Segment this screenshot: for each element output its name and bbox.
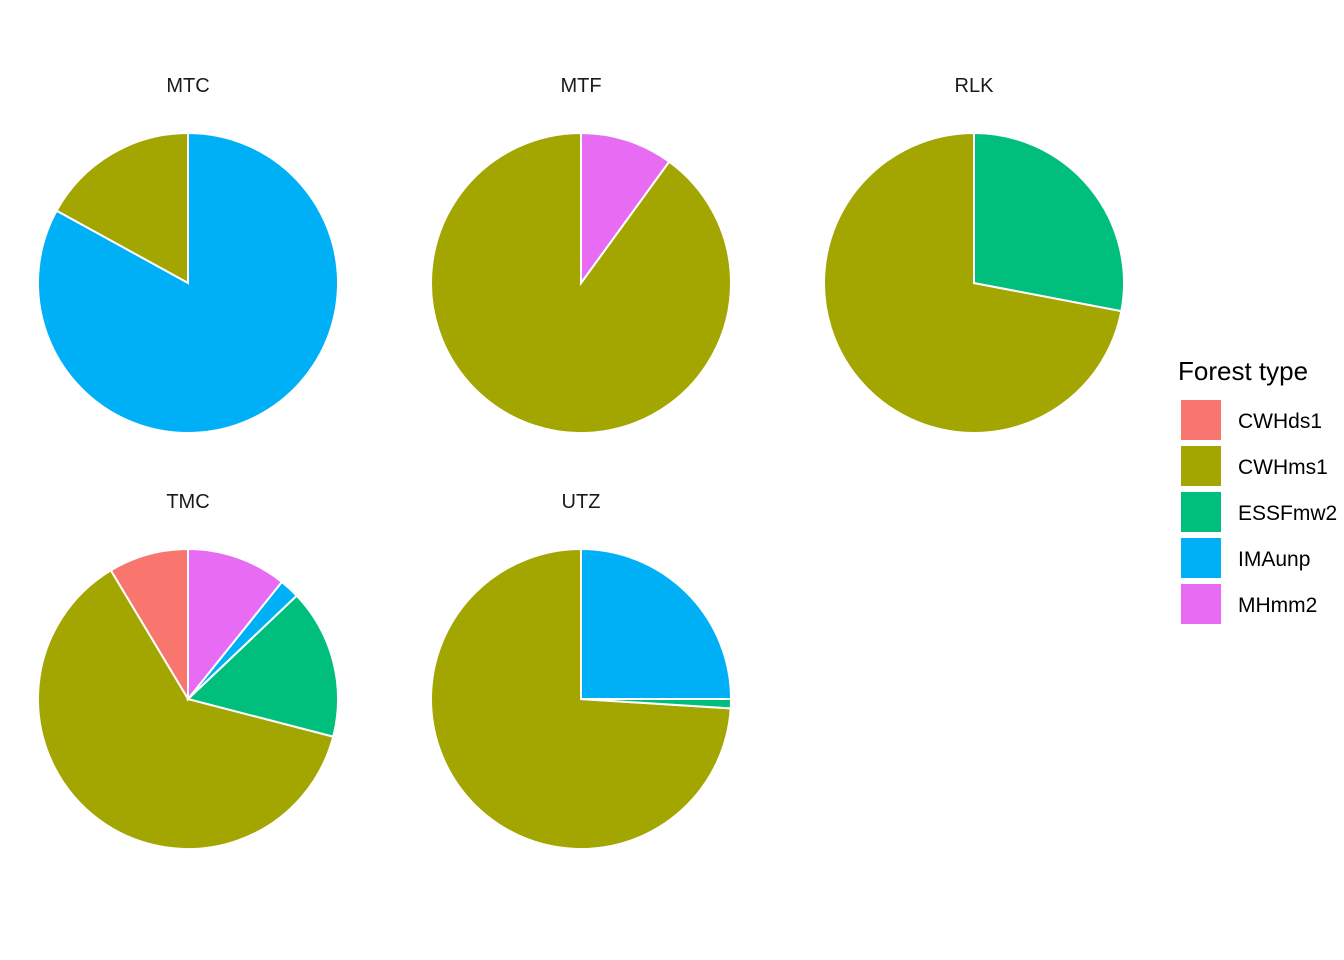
- facet-title: UTZ: [562, 491, 601, 513]
- legend-label: CWHms1: [1238, 456, 1328, 479]
- legend-label: MHmm2: [1238, 594, 1317, 617]
- legend-item-essfmw2: ESSFmw2: [1181, 492, 1337, 532]
- facet-title: MTF: [560, 75, 601, 97]
- legend-item-cwhds1: CWHds1: [1181, 400, 1322, 440]
- legend-title: Forest type: [1178, 356, 1308, 386]
- legend-item-mhmm2: MHmm2: [1181, 584, 1317, 624]
- legend-item-imaunp: IMAunp: [1181, 538, 1310, 578]
- legend-swatch: [1181, 400, 1221, 440]
- facet-rlk: RLK: [823, 75, 1125, 434]
- facet-title: MTC: [166, 75, 209, 97]
- legend-label: ESSFmw2: [1238, 502, 1337, 525]
- pie-slice-mtc-cwhms1: [55, 131, 189, 285]
- facet-title: RLK: [955, 75, 995, 97]
- pie-slice-rlk-cwhms1: [823, 131, 1123, 434]
- facet-title: TMC: [166, 491, 209, 513]
- pie-slice-utz-imaunp: [580, 547, 733, 700]
- pie-slice-tmc-essfmw2: [186, 594, 339, 738]
- pie-slice-rlk-essfmw2: [973, 131, 1125, 313]
- legend-item-cwhms1: CWHms1: [1181, 446, 1328, 486]
- pie-slice-tmc-cwhms1: [37, 569, 335, 850]
- legend-swatch: [1181, 584, 1221, 624]
- facet-panels: MTC MTF RLK TMC UTZ: [37, 75, 1125, 850]
- pie-slice-mtc-imaunp: [37, 131, 339, 434]
- legend: Forest type CWHds1 CWHms1 ESSFmw2 IMAunp MHm…: [1178, 356, 1337, 624]
- facet-utz: UTZ: [430, 491, 733, 850]
- facet-mtc: MTC: [37, 75, 339, 434]
- pie-slice-mtf-mhmm2: [580, 131, 671, 287]
- legend-swatch: [1181, 446, 1221, 486]
- pie-slice-tmc-mhmm2: [187, 547, 284, 702]
- legend-swatch: [1181, 538, 1221, 578]
- legend-swatch: [1181, 492, 1221, 532]
- legend-label: IMAunp: [1238, 548, 1310, 571]
- legend-label: CWHds1: [1238, 410, 1322, 433]
- facet-mtf: MTF: [430, 75, 732, 434]
- facet-tmc: TMC: [37, 491, 339, 850]
